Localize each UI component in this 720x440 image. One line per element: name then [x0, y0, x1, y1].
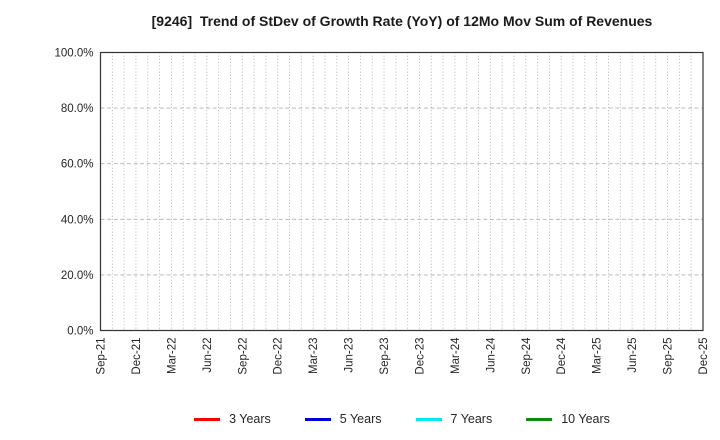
y-tick-label: 20.0% [61, 270, 94, 282]
x-tick-label: Mar-24 [450, 337, 462, 374]
x-tick-label: Sep-21 [96, 338, 108, 375]
x-tick-label: Mar-22 [166, 338, 178, 374]
x-tick-label: Sep-25 [663, 338, 675, 375]
legend-line-icon [526, 417, 553, 421]
chart-legend: 3 Years 5 Years 7 Years 10 Years [100, 406, 704, 432]
y-tick-label: 0.0% [67, 326, 93, 338]
x-tick-label: Jun-23 [344, 338, 356, 373]
legend-line-icon [415, 417, 442, 421]
legend-item-5-years: 5 Years [304, 412, 382, 426]
x-tick-label: Dec-21 [131, 338, 143, 375]
y-tick-label: 80.0% [61, 103, 94, 115]
x-tick-label: Sep-24 [521, 337, 533, 375]
x-tick-label: Jun-22 [202, 338, 214, 373]
legend-label: 7 Years [450, 412, 493, 426]
chart-title: [9246] Trend of StDev of Growth Rate (Yo… [151, 13, 653, 29]
x-tick-label: Sep-23 [379, 338, 391, 375]
y-tick-label: 40.0% [61, 214, 94, 226]
legend-item-3-years: 3 Years [194, 412, 271, 426]
y-tick-label: 60.0% [61, 159, 94, 171]
x-tick-label: Jun-25 [627, 338, 639, 373]
legend-label: 5 Years [339, 412, 382, 426]
x-tick-label: Dec-23 [414, 338, 426, 375]
legend-line-icon [194, 417, 221, 421]
x-tick-label: Mar-25 [592, 338, 604, 374]
axes-border [99, 51, 704, 332]
x-tick-label: Sep-22 [237, 338, 249, 375]
x-tick-label: Mar-23 [308, 338, 320, 374]
x-tick-label: Jun-24 [485, 337, 497, 373]
y-tick-label: 100.0% [54, 48, 93, 60]
x-tick-label: Dec-22 [273, 338, 285, 375]
legend-label: 3 Years [229, 412, 271, 426]
legend-item-10-years: 10 Years [526, 412, 610, 426]
x-tick-label: Dec-24 [556, 337, 568, 375]
legend-item-7-years: 7 Years [415, 412, 493, 426]
x-tick-label: Dec-25 [698, 338, 710, 375]
legend-line-icon [304, 417, 331, 421]
legend-label: 10 Years [561, 412, 610, 426]
